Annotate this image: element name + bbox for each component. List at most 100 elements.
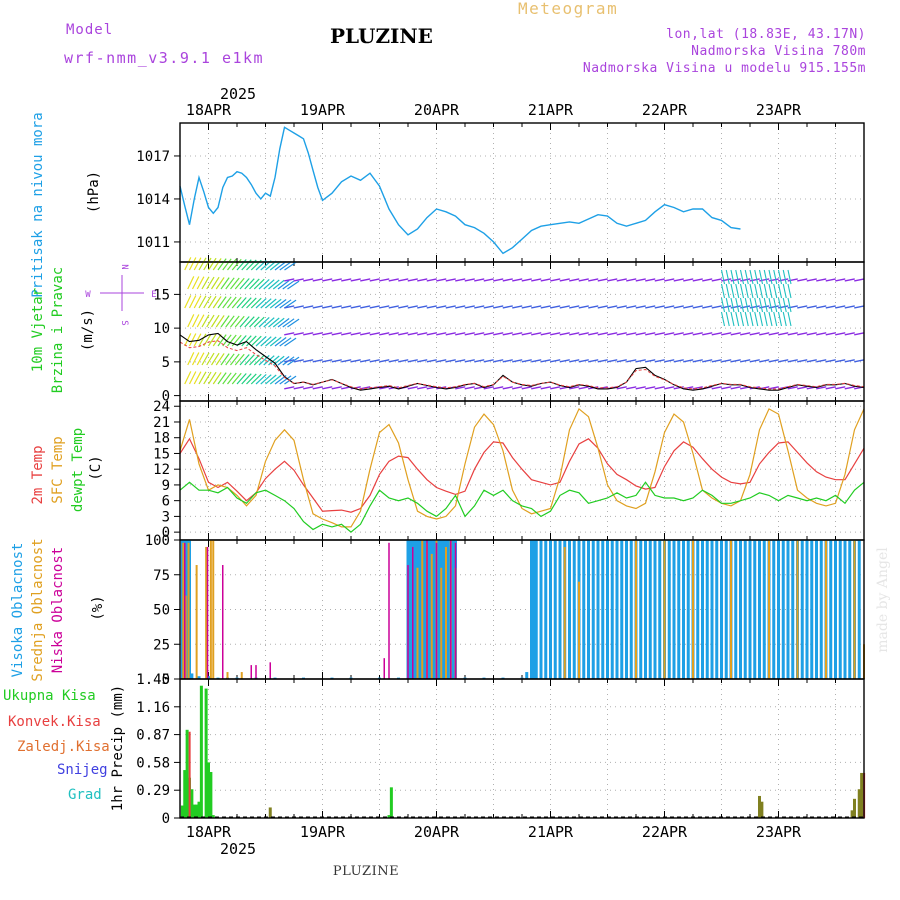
top-day-label: 18APR <box>186 101 232 119</box>
wind-arrow <box>279 375 292 385</box>
wind-barb <box>445 359 456 363</box>
wind-barb <box>550 332 561 336</box>
wind-barb <box>474 359 485 363</box>
wind-barb <box>645 278 656 282</box>
total-precip-bar <box>211 815 215 818</box>
mid-cloud-bar <box>663 540 666 679</box>
wind-arrow <box>739 311 745 327</box>
wind-barb <box>360 332 371 336</box>
wind-barb <box>293 386 304 390</box>
wind-barb <box>711 332 722 336</box>
wind-barb <box>331 305 342 309</box>
wind-arrow <box>241 373 252 385</box>
high-cloud-bar <box>606 540 609 679</box>
wind-barb <box>417 278 428 282</box>
wind-barb <box>730 278 741 282</box>
wind-barb <box>293 359 304 363</box>
y-tick-label: 6 <box>162 494 170 510</box>
high-cloud-bar <box>715 540 719 679</box>
wind-barb <box>455 278 466 282</box>
high-cloud-bar <box>620 540 624 679</box>
wind-barb <box>730 386 741 390</box>
wind-barb <box>749 332 760 336</box>
wind-barb <box>303 305 314 309</box>
wind-arrow <box>763 283 768 299</box>
high-cloud-bar <box>696 540 700 679</box>
y-tick-label: 15 <box>153 287 170 303</box>
precip-legend-graupel: Grad <box>68 787 102 803</box>
wind-barb <box>521 332 532 336</box>
wind-barb <box>702 359 713 363</box>
wind-arrow <box>206 314 215 328</box>
total-precip-bar <box>207 762 210 818</box>
wind-barb <box>360 305 371 309</box>
wind-arrow <box>260 374 272 385</box>
wind-barb <box>369 332 380 336</box>
wind-arrow <box>239 278 250 290</box>
wind-arrow <box>236 297 247 309</box>
wind-arrow <box>227 372 237 385</box>
wind-arrow <box>253 278 265 290</box>
wind-barb <box>825 305 836 309</box>
wind-barb <box>692 305 703 309</box>
wind-arrow <box>263 317 275 328</box>
wind-barb <box>350 332 361 336</box>
wind-arrow <box>255 374 267 385</box>
wind-barb <box>331 359 342 363</box>
high-cloud-bar <box>442 540 446 679</box>
wind-barb <box>284 278 295 282</box>
wind-barb <box>550 305 561 309</box>
wind-barb <box>645 386 656 390</box>
wind-barb <box>350 278 361 282</box>
wind-arrow <box>215 315 225 328</box>
wind-arrow <box>768 297 773 313</box>
wind-arrow <box>215 353 225 366</box>
y-tick-label: 1017 <box>136 149 170 165</box>
top-day-labels: 18APR 19APR 20APR 21APR 22APR 23APR <box>186 101 802 119</box>
wind-arrow <box>225 353 235 366</box>
wind-barb <box>578 278 589 282</box>
wind-barb <box>607 359 618 363</box>
wind-barb <box>787 278 798 282</box>
bottom-day-label: 20APR <box>414 823 460 841</box>
wind-barb <box>531 386 542 390</box>
wind-barb <box>730 332 741 336</box>
high-cloud-bar <box>190 673 194 679</box>
high-cloud-bar <box>653 540 657 679</box>
wind-barb <box>616 305 627 309</box>
model-elevation-text: Nadmorska Visina u modelu 915.155m <box>583 61 866 76</box>
top-day-label: 21APR <box>528 101 574 119</box>
wind-barb <box>597 278 608 282</box>
wind-arrow <box>768 283 773 299</box>
low-cloud-bar <box>269 662 271 679</box>
wind-arrow <box>720 269 726 285</box>
high-cloud-bar <box>743 540 747 679</box>
wind-barb <box>559 278 570 282</box>
wind-barb <box>521 278 532 282</box>
mid-cloud-bar <box>430 553 433 679</box>
wind-barb <box>417 359 428 363</box>
wind-barb <box>569 359 580 363</box>
high-cloud-bar <box>682 540 685 679</box>
wind-barb <box>578 386 589 390</box>
high-cloud-bar <box>724 540 728 679</box>
high-cloud-bar <box>432 540 436 679</box>
high-cloud-bar <box>762 540 766 679</box>
wind-arrow <box>188 257 197 271</box>
wind-barb <box>759 332 770 336</box>
cloud-unit: (%) <box>90 595 106 620</box>
wind-barb <box>436 332 447 336</box>
mid-cloud-bar <box>440 567 443 679</box>
wind-barb <box>303 278 314 282</box>
wind-arrow <box>272 279 285 290</box>
wind-arrow <box>279 337 292 347</box>
high-cloud-bar <box>601 540 605 679</box>
total-precip-bar <box>850 810 854 818</box>
wind-barb <box>436 278 447 282</box>
wind-barb <box>322 332 333 336</box>
wind-arrow <box>277 318 290 328</box>
mid-cloud-bar <box>184 595 187 679</box>
wind-barb <box>730 359 741 363</box>
high-cloud-bar <box>553 540 557 679</box>
wind-arrow <box>758 269 764 285</box>
